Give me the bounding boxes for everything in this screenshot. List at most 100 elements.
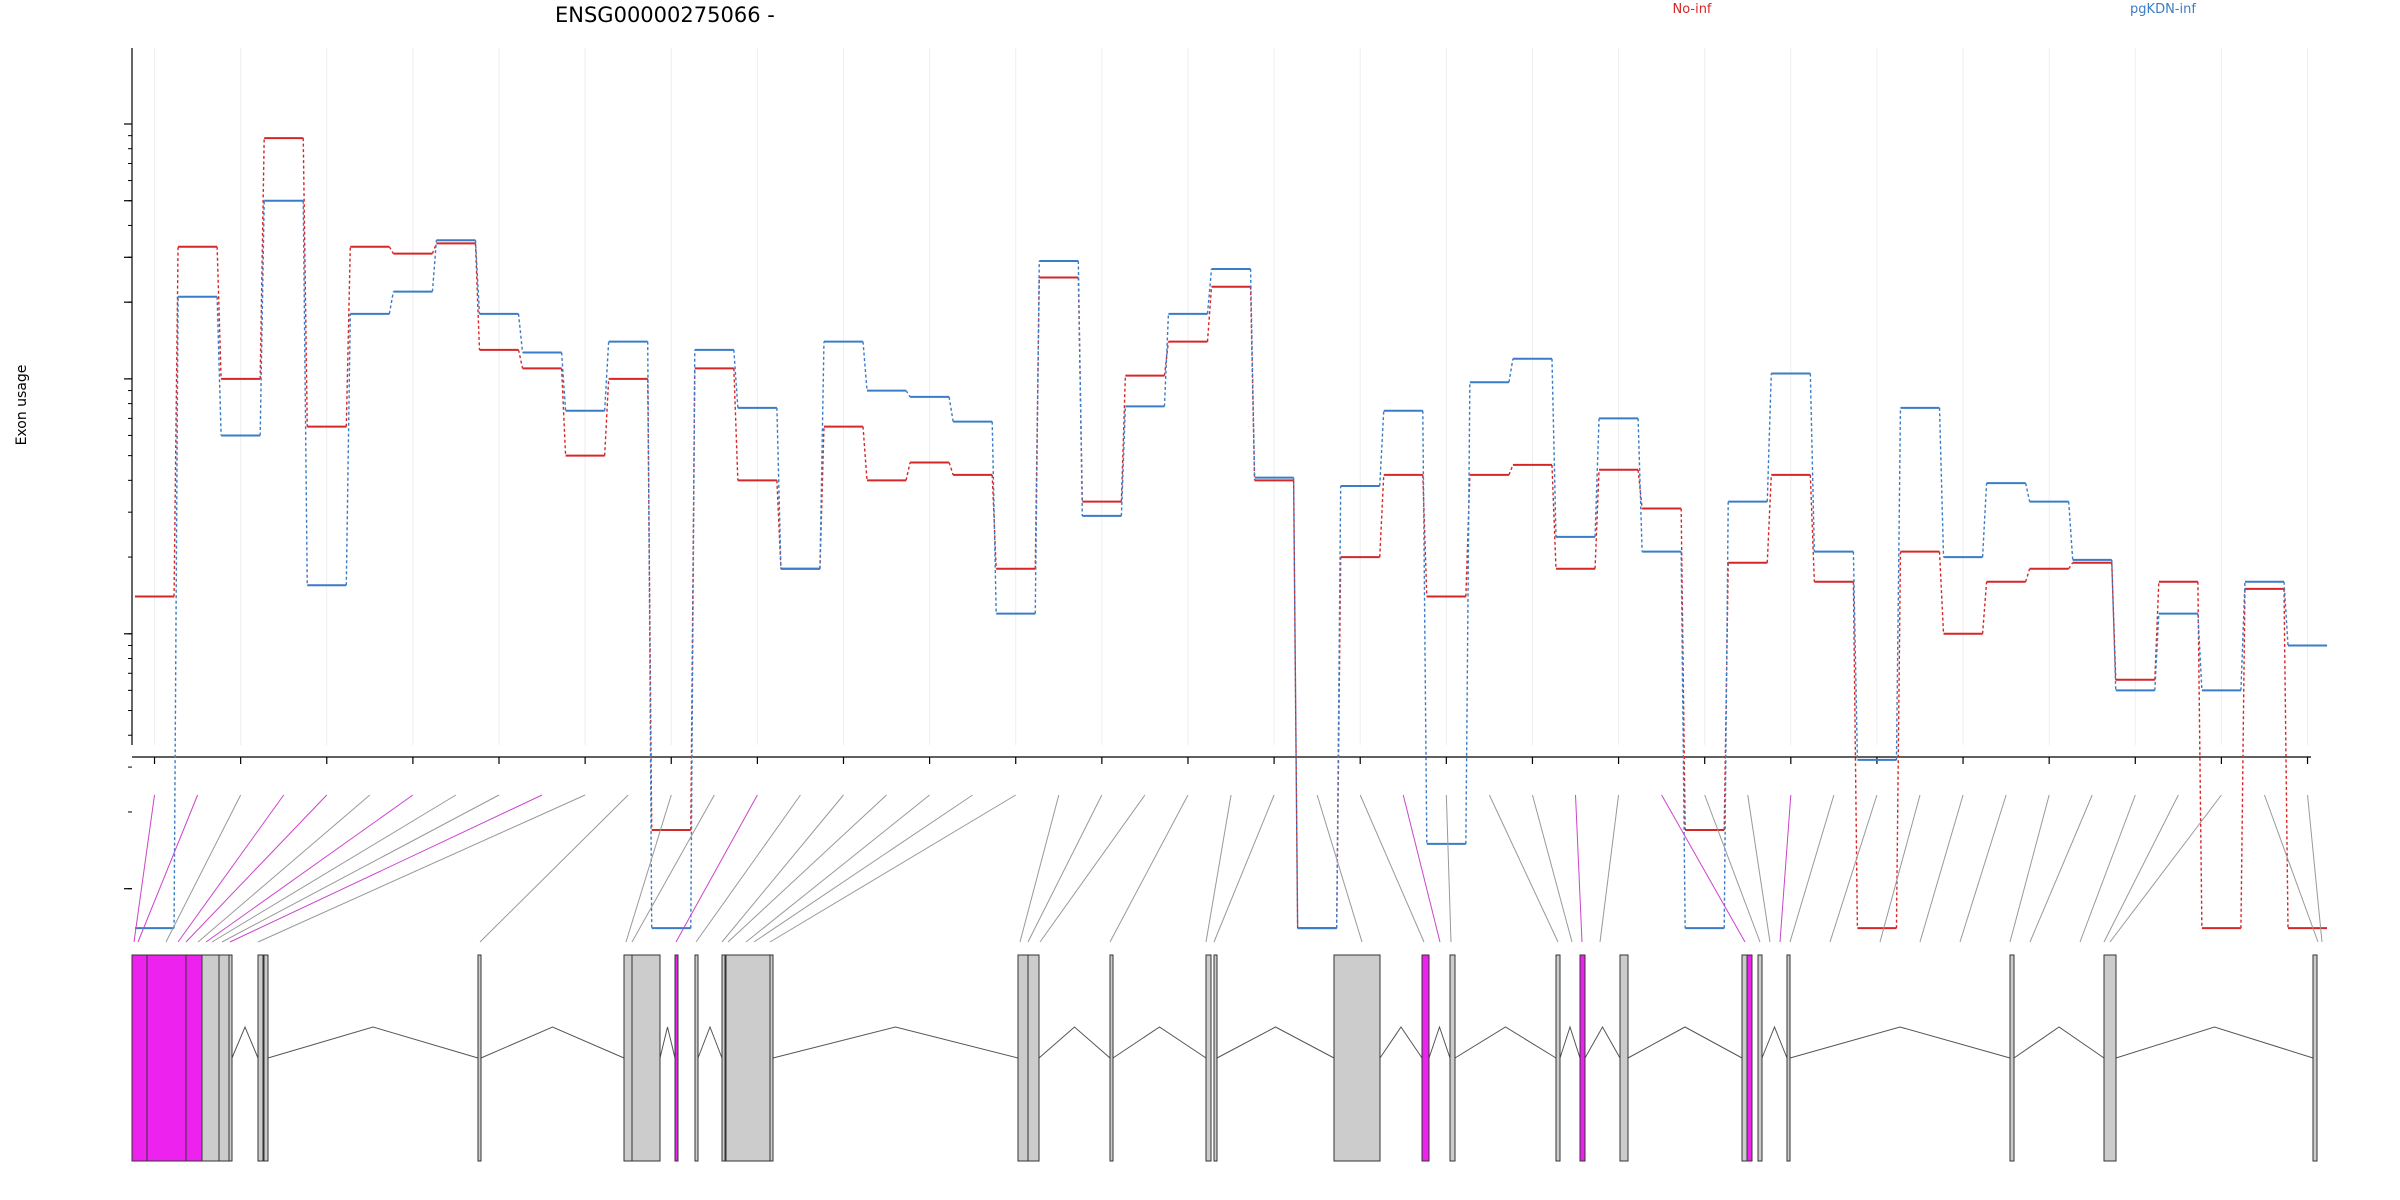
series-connector xyxy=(1809,373,1816,552)
exon-connector xyxy=(1959,794,2007,943)
exon-block xyxy=(201,954,220,1162)
series-connector xyxy=(1335,486,1342,929)
exon-block xyxy=(1421,954,1430,1162)
series-connector xyxy=(1206,286,1213,342)
series-connector xyxy=(1120,375,1127,502)
exon-connector xyxy=(2264,794,2319,943)
exon-connector xyxy=(695,794,801,943)
series-connector xyxy=(2024,482,2031,502)
series-connector xyxy=(302,138,308,427)
series-connector xyxy=(1981,581,1988,634)
exon-connector xyxy=(675,794,758,943)
series-connector xyxy=(1249,268,1256,478)
y-axis-label: Exon usage xyxy=(14,365,30,446)
exon-connector xyxy=(1213,794,1275,943)
series-connector xyxy=(1895,551,1902,929)
series-connector xyxy=(1551,464,1557,569)
series-connector xyxy=(2283,588,2289,929)
series-connector xyxy=(388,291,395,314)
series-connector xyxy=(905,390,911,398)
exon-block xyxy=(2103,954,2117,1162)
series-connector xyxy=(819,341,825,569)
intron-line xyxy=(1559,1025,1581,1059)
series-connector xyxy=(259,138,265,379)
exon-connector xyxy=(177,794,285,943)
exon-block xyxy=(1746,954,1753,1162)
exon-block xyxy=(721,954,726,1162)
series-connector xyxy=(1852,581,1859,929)
exon-connector-lines xyxy=(133,794,2323,943)
series-connector xyxy=(819,426,825,569)
exon-connector xyxy=(197,794,371,943)
series-connector xyxy=(905,462,911,481)
exon-block xyxy=(694,954,699,1162)
intron-line xyxy=(231,1025,259,1059)
series-connector xyxy=(345,246,351,427)
exon-block xyxy=(1333,954,1381,1162)
intron-line xyxy=(1789,1026,2011,1059)
intron-line xyxy=(480,1026,625,1059)
series-connector xyxy=(991,421,997,614)
exon-block xyxy=(1027,954,1040,1162)
series-connector xyxy=(1422,410,1428,844)
series-connector xyxy=(1206,268,1213,314)
exon-connector xyxy=(2307,794,2323,943)
exon-connector xyxy=(1316,794,1363,943)
series-connector xyxy=(259,200,265,436)
series-connector xyxy=(603,341,610,411)
series-connector xyxy=(1163,313,1170,407)
exon-block xyxy=(623,954,633,1162)
exon-block xyxy=(1786,954,1791,1162)
exon-block xyxy=(1555,954,1561,1162)
exon-connector xyxy=(625,794,672,943)
series-connector xyxy=(216,246,222,379)
exon-block xyxy=(1757,954,1763,1162)
intron-line xyxy=(659,1026,676,1059)
exon-block xyxy=(477,954,482,1162)
intron-line xyxy=(267,1026,479,1059)
series-connector xyxy=(2154,613,2160,691)
series-connector xyxy=(690,349,696,929)
series-connector xyxy=(2024,568,2031,582)
series-connector xyxy=(1034,261,1040,614)
series-connector xyxy=(2068,501,2074,560)
series-connector xyxy=(647,341,653,929)
exon-connector xyxy=(1661,794,1746,943)
exon-block xyxy=(769,954,774,1162)
exon-connector xyxy=(1205,794,1232,943)
exon-connector xyxy=(1789,794,1835,943)
exon-connector xyxy=(1402,794,1441,943)
exon-block xyxy=(2009,954,2015,1162)
exon-block xyxy=(1017,954,1029,1162)
intron-line xyxy=(1038,1026,1111,1059)
exon-connector xyxy=(1704,794,1761,943)
exon-connector xyxy=(1039,794,1146,943)
exon-connector xyxy=(1879,794,1921,943)
intron-line xyxy=(2013,1026,2105,1059)
series-connector xyxy=(1508,464,1514,476)
series-connector xyxy=(1637,418,1643,552)
series-connector xyxy=(2197,613,2203,691)
exon-connector xyxy=(2109,794,2222,943)
exon-connector xyxy=(1575,794,1583,943)
exon-connector xyxy=(727,794,887,943)
intron-line xyxy=(1761,1025,1788,1059)
exon-block xyxy=(725,954,771,1162)
series-connector xyxy=(1938,551,1945,634)
exon-connector xyxy=(2103,794,2179,943)
intron-line xyxy=(1428,1025,1451,1059)
series-connector xyxy=(474,243,481,350)
series-connector xyxy=(388,246,394,255)
series-connector xyxy=(2240,588,2246,929)
exon-connector xyxy=(229,794,543,943)
exon-connector xyxy=(1019,794,1060,943)
exon-block xyxy=(1109,954,1114,1162)
series-connector xyxy=(2154,581,2160,680)
series-connector xyxy=(1465,382,1471,844)
exon-connector xyxy=(721,794,844,943)
intron-line xyxy=(1454,1026,1557,1059)
series-connector xyxy=(2068,562,2074,570)
series-connector xyxy=(1809,474,1816,582)
series-connector xyxy=(733,368,739,481)
series-connector xyxy=(474,240,481,314)
